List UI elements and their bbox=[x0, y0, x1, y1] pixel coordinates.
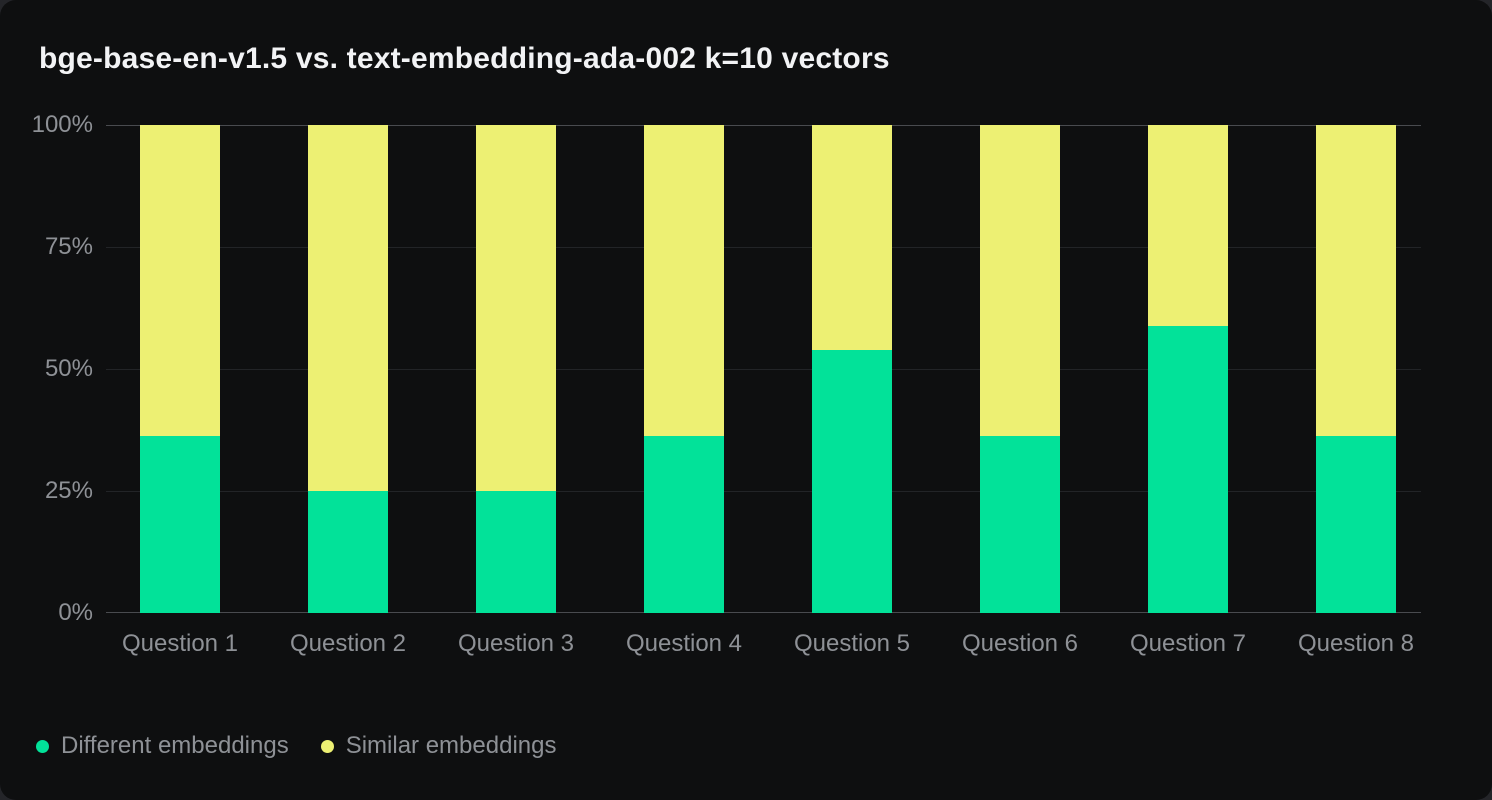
bar-segment-similar-embeddings[interactable] bbox=[980, 125, 1060, 436]
plot-area bbox=[106, 125, 1421, 613]
y-axis-label: 75% bbox=[44, 233, 93, 260]
gridline-100 bbox=[106, 125, 1421, 126]
y-axis-label: 0% bbox=[58, 599, 93, 626]
legend-marker-icon bbox=[320, 739, 334, 753]
y-axis-label: 50% bbox=[44, 355, 93, 382]
bar-segment-similar-embeddings[interactable] bbox=[476, 125, 556, 491]
bar-question-2 bbox=[308, 125, 388, 613]
bar-segment-different-embeddings[interactable] bbox=[1148, 326, 1228, 613]
legend-label: Different embeddings bbox=[61, 732, 289, 759]
bar-segment-similar-embeddings[interactable] bbox=[308, 125, 388, 491]
bar-segment-different-embeddings[interactable] bbox=[812, 350, 892, 613]
bar-question-5 bbox=[812, 125, 892, 613]
bar-segment-different-embeddings[interactable] bbox=[308, 491, 388, 613]
bar-question-4 bbox=[644, 125, 724, 613]
legend-item-similar-embeddings[interactable]: Similar embeddings bbox=[320, 731, 557, 761]
bar-segment-similar-embeddings[interactable] bbox=[644, 125, 724, 436]
x-axis-label: Question 2 bbox=[289, 630, 407, 657]
bar-question-6 bbox=[980, 125, 1060, 613]
gridline-75 bbox=[106, 247, 1421, 248]
bar-question-1 bbox=[140, 125, 220, 613]
bar-segment-different-embeddings[interactable] bbox=[476, 491, 556, 613]
bar-segment-different-embeddings[interactable] bbox=[980, 436, 1060, 613]
x-axis-label: Question 3 bbox=[457, 630, 575, 657]
x-axis-label: Question 6 bbox=[961, 630, 1079, 657]
bar-segment-similar-embeddings[interactable] bbox=[1148, 125, 1228, 326]
bar-segment-different-embeddings[interactable] bbox=[644, 436, 724, 613]
gridline-25 bbox=[106, 491, 1421, 492]
legend-item-different-embeddings[interactable]: Different embeddings bbox=[36, 731, 289, 761]
bar-segment-different-embeddings[interactable] bbox=[1316, 436, 1396, 613]
gridline-50 bbox=[106, 369, 1421, 370]
bar-question-7 bbox=[1148, 125, 1228, 613]
bar-segment-similar-embeddings[interactable] bbox=[812, 125, 892, 350]
x-axis-label: Question 5 bbox=[793, 630, 911, 657]
bar-segment-similar-embeddings[interactable] bbox=[1316, 125, 1396, 436]
x-axis-label: Question 8 bbox=[1297, 630, 1415, 657]
legend-marker-icon bbox=[36, 739, 49, 753]
bar-question-3 bbox=[476, 125, 556, 613]
x-axis-label: Question 1 bbox=[121, 630, 239, 657]
chart-title: bge-base-en-v1.5 vs. text-embedding-ada-… bbox=[39, 42, 890, 75]
gridline-0 bbox=[106, 612, 1421, 613]
bar-segment-similar-embeddings[interactable] bbox=[140, 125, 220, 436]
x-axis-label: Question 4 bbox=[625, 630, 743, 657]
bar-question-8 bbox=[1316, 125, 1396, 613]
legend-label: Similar embeddings bbox=[345, 732, 557, 759]
y-axis-label: 100% bbox=[31, 111, 93, 138]
y-axis-label: 25% bbox=[44, 477, 93, 504]
legend: Different embeddings Similar embeddings bbox=[36, 731, 588, 761]
bar-segment-different-embeddings[interactable] bbox=[140, 436, 220, 613]
x-axis-label: Question 7 bbox=[1129, 630, 1247, 657]
